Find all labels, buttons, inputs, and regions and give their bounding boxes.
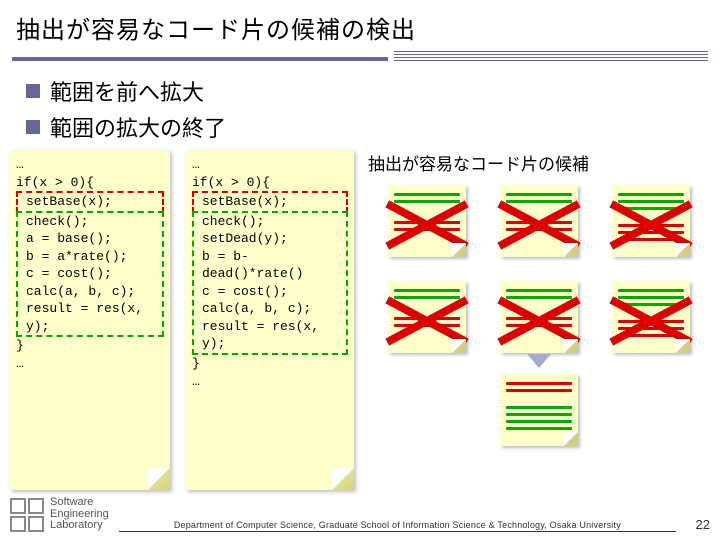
code-block-right: … if(x > 0){ setBase(x); check(); setDea… (186, 150, 354, 490)
logo-text: Software Engineering Laboratory (50, 497, 109, 532)
arrow-down-icon (527, 354, 551, 368)
highlight-green: check(); a = base(); b = a*rate(); c = c… (16, 211, 164, 338)
footer: Software Engineering Laboratory Departme… (10, 497, 710, 532)
bullet-list: 範囲を前へ拡大 範囲の拡大の終了 (0, 61, 720, 153)
candidate-thumb (388, 185, 466, 257)
highlight-green: check(); setDead(y); b = b-dead()*rate()… (192, 211, 348, 355)
main-content: … if(x > 0){ setBase(x); check(); a = ba… (10, 150, 710, 490)
highlight-red: setBase(x); (192, 191, 348, 213)
candidate-survivor (500, 374, 578, 446)
slide-title: 抽出が容易なコード片の候補の検出 (0, 0, 720, 51)
department-text: Department of Computer Science, Graduate… (119, 520, 676, 532)
candidate-thumb (612, 281, 690, 353)
title-underline (0, 51, 720, 61)
candidates-grid (368, 181, 710, 353)
page-number: 22 (686, 517, 710, 532)
candidate-thumb (612, 185, 690, 257)
bullet-item: 範囲を前へ拡大 (26, 75, 700, 107)
candidate-thumb (500, 281, 578, 353)
bullet-icon (26, 120, 40, 134)
code-block-left: … if(x > 0){ setBase(x); check(); a = ba… (10, 150, 170, 490)
bullet-text: 範囲を前へ拡大 (50, 75, 204, 107)
candidate-thumb (500, 185, 578, 257)
bullet-text: 範囲の拡大の終了 (50, 111, 226, 143)
bullet-icon (26, 84, 40, 98)
bullet-item: 範囲の拡大の終了 (26, 111, 700, 143)
title-text: 抽出が容易なコード片の候補の検出 (16, 10, 704, 45)
candidates-panel: 抽出が容易なコード片の候補 (368, 150, 710, 490)
candidates-title: 抽出が容易なコード片の候補 (368, 150, 710, 175)
sel-logo-icon (10, 498, 44, 532)
candidate-thumb (388, 281, 466, 353)
code-snippets: … if(x > 0){ setBase(x); check(); a = ba… (10, 150, 354, 490)
highlight-red: setBase(x); (16, 191, 164, 213)
